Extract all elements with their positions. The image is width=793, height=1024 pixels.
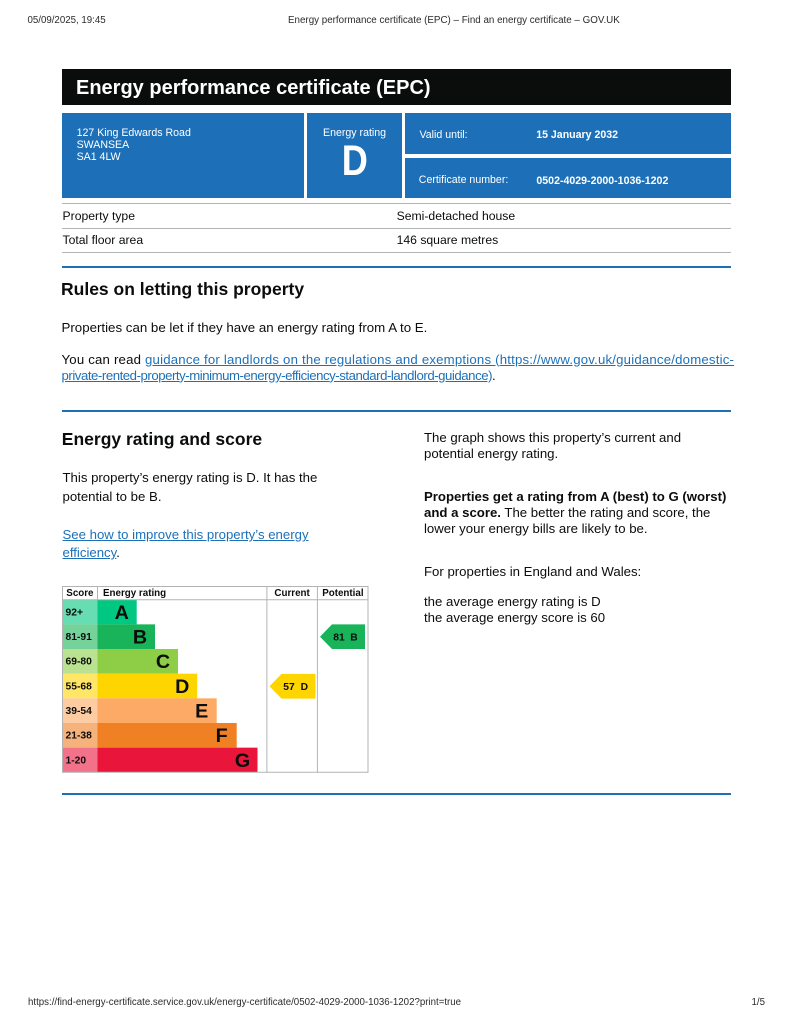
svg-text:E: E: [195, 701, 208, 723]
svg-text:92+: 92+: [66, 607, 83, 618]
svg-text:1-20: 1-20: [66, 755, 87, 766]
svg-text:57: 57: [283, 682, 295, 693]
svg-text:B: B: [350, 632, 357, 643]
svg-text:21-38: 21-38: [66, 731, 93, 742]
svg-text:C: C: [156, 651, 170, 673]
svg-text:81-91: 81-91: [66, 632, 93, 643]
svg-text:G: G: [235, 750, 250, 772]
svg-text:55-68: 55-68: [66, 681, 93, 692]
svg-text:39-54: 39-54: [66, 706, 93, 717]
svg-text:A: A: [115, 602, 129, 624]
svg-text:Current: Current: [274, 588, 310, 599]
svg-text:Potential: Potential: [322, 588, 364, 599]
svg-text:81: 81: [333, 632, 345, 643]
svg-text:D: D: [301, 682, 308, 693]
svg-text:D: D: [175, 676, 189, 698]
svg-text:B: B: [133, 627, 147, 649]
svg-text:Energy rating: Energy rating: [103, 588, 166, 599]
svg-text:Score: Score: [66, 588, 94, 599]
svg-text:69-80: 69-80: [66, 657, 93, 668]
svg-text:F: F: [216, 725, 228, 747]
